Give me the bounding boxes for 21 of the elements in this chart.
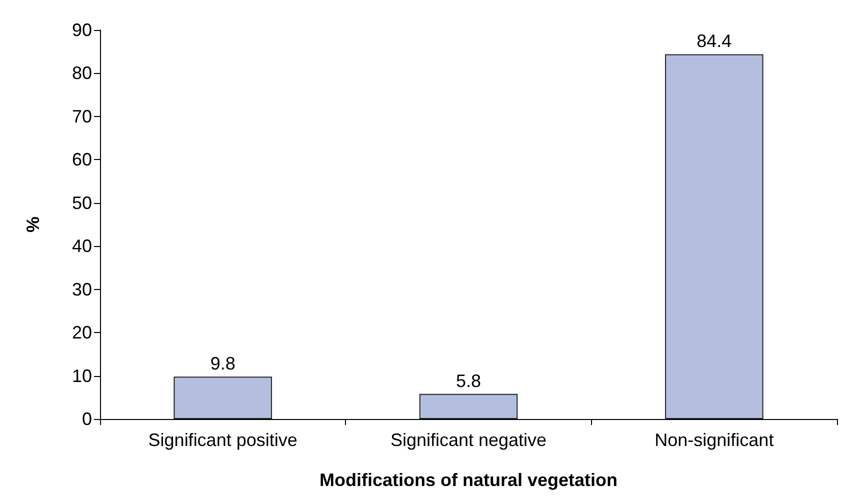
data-label: 9.8 xyxy=(210,354,236,374)
bar xyxy=(174,376,272,419)
y-axis-title: % xyxy=(23,216,43,233)
y-tick-label: 70 xyxy=(72,106,92,126)
x-axis-title: Modifications of natural vegetation xyxy=(319,470,618,490)
y-tick-label: 40 xyxy=(72,236,92,256)
y-tick-label: 80 xyxy=(72,63,92,84)
x-tick-label: Significant negative xyxy=(390,430,547,450)
y-tick-label: 50 xyxy=(72,192,92,213)
y-tick-label: 0 xyxy=(82,409,92,429)
data-label: 84.4 xyxy=(696,31,732,52)
data-label: 5.8 xyxy=(456,370,482,391)
y-tick-label: 30 xyxy=(72,279,92,300)
x-tick-label: Significant positive xyxy=(148,430,298,450)
x-tick-label: Non-significant xyxy=(654,430,774,450)
y-tick-label: 10 xyxy=(72,366,92,386)
bar xyxy=(665,54,764,419)
bar xyxy=(419,394,518,419)
y-tick-label: 90 xyxy=(72,20,92,40)
y-tick-label: 20 xyxy=(72,322,92,343)
y-tick-label: 60 xyxy=(72,150,92,170)
